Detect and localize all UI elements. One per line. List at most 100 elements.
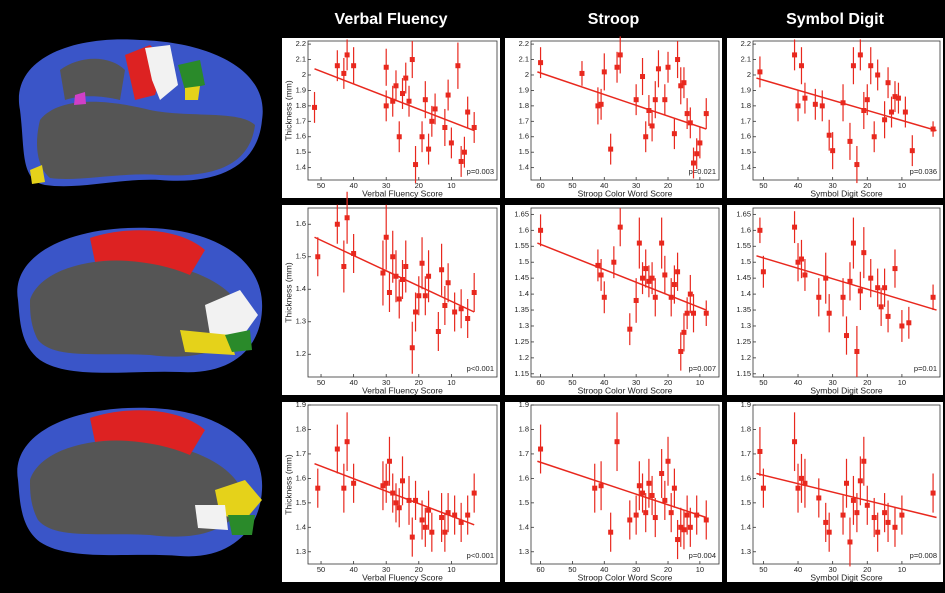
x-axis-label: Verbal Fluency Score [362,385,443,395]
data-point [640,491,645,496]
data-point [796,103,801,108]
x-tick-label: 10 [696,181,704,190]
data-point [889,110,894,115]
data-point [442,530,447,535]
data-point [896,96,901,101]
data-point [892,266,897,271]
y-tick-label: 1.6 [741,225,751,234]
data-point [875,72,880,77]
data-point [847,139,852,144]
x-tick-label: 60 [536,181,544,190]
data-point [653,515,658,520]
data-point [345,439,350,444]
y-tick-label: 1.6 [296,132,306,141]
p-value: p=0.004 [689,551,716,560]
data-point [472,125,477,130]
data-point [704,311,709,316]
data-point [439,515,444,520]
data-point [423,97,428,102]
data-point [899,323,904,328]
data-point [882,510,887,515]
data-point [459,306,464,311]
p-value: p=0.01 [914,364,937,373]
data-point [335,447,340,452]
data-point [592,486,597,491]
data-point [599,272,604,277]
data-point [384,235,389,240]
data-point [627,517,632,522]
data-point [851,63,856,68]
data-point [868,276,873,281]
data-point [879,304,884,309]
data-point [675,537,680,542]
data-point [426,508,431,513]
data-point [384,481,389,486]
data-point [446,280,451,285]
data-point [643,266,648,271]
y-tick-label: 1.7 [519,449,529,458]
data-point [426,147,431,152]
data-point [390,491,395,496]
data-point [403,76,408,81]
y-tick-label: 1.25 [736,337,751,346]
data-point [892,525,897,530]
x-tick-label: 10 [447,378,455,387]
data-point [691,311,696,316]
brain-lateral [19,39,263,186]
data-point [823,276,828,281]
data-point [931,127,936,132]
data-point [799,257,804,262]
y-tick-label: 1.4 [741,163,751,172]
data-point [761,269,766,274]
y-tick-label: 1.6 [741,132,751,141]
y-tick-label: 2 [302,70,306,79]
data-point [538,447,543,452]
y-tick-label: 1.5 [519,257,529,266]
data-point [688,292,693,297]
data-point [666,65,671,70]
y-tick-label: 1.8 [296,101,306,110]
y-tick-label: 1.4 [519,289,529,298]
data-point [854,510,859,515]
data-point [393,83,398,88]
y-tick-label: 1.5 [741,147,751,156]
data-point [449,140,454,145]
x-tick-label: 50 [568,378,576,387]
x-tick-label: 50 [317,378,325,387]
data-point [341,486,346,491]
y-tick-label: 1.6 [296,473,306,482]
data-point [420,261,425,266]
y-tick-label: 1.25 [514,337,529,346]
data-point [816,295,821,300]
data-point [861,250,866,255]
p-value: p<0.001 [467,551,494,560]
data-point [681,330,686,335]
y-tick-label: 1.9 [519,400,529,409]
data-point [637,483,642,488]
data-point [820,103,825,108]
data-point [407,99,412,104]
chart-panel: Verbal Fluency1.41.51.61.71.81.922.12.25… [282,11,500,198]
data-point [538,228,543,233]
data-point [656,66,661,71]
y-tick-label: 1.4 [741,289,751,298]
data-point [345,52,350,57]
y-tick-label: 1.6 [519,132,529,141]
figure: Verbal Fluency1.41.51.61.71.81.922.12.25… [0,0,945,593]
data-point [615,439,620,444]
data-point [380,271,385,276]
y-tick-label: 1.7 [519,116,529,125]
data-point [643,134,648,139]
data-point [618,52,623,57]
p-value: p=0.036 [910,167,937,176]
data-point [872,515,877,520]
data-point [602,69,607,74]
data-point [387,459,392,464]
y-tick-label: 1.6 [296,219,306,228]
data-point [407,498,412,503]
data-point [757,228,762,233]
data-point [854,349,859,354]
y-tick-label: 1.7 [741,116,751,125]
y-tick-label: 1.5 [296,498,306,507]
brain-medial-2 [17,408,262,557]
